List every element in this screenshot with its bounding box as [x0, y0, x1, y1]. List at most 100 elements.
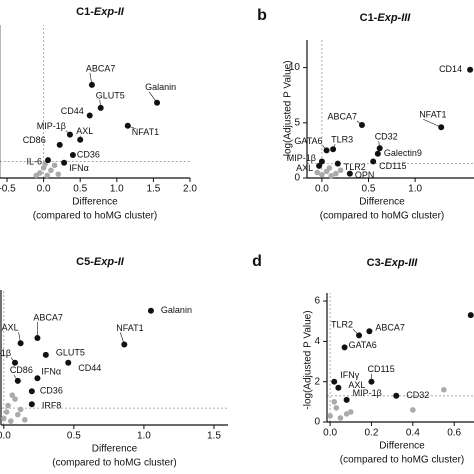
point-label: AXL [2, 323, 19, 333]
panel: C1-Exp-II -0.5 0.0 0.5 1.0 1.5 2.0 Difference (c… [0, 6, 197, 222]
background-point [441, 386, 447, 393]
x-tick-label: 0.0 [323, 428, 337, 439]
x-axis-label: (compared to hoMG cluster) [52, 458, 177, 469]
leader-line [13, 374, 19, 382]
panel-title: C1-Exp-II [76, 6, 125, 18]
x-tick-label: 1.0 [408, 184, 422, 195]
point-label: Galanin [161, 305, 192, 315]
leader-line [148, 91, 158, 103]
background-point [44, 172, 51, 179]
y-tick-label: 6 [314, 296, 320, 307]
point [318, 158, 325, 165]
leader-line [120, 332, 125, 345]
point [467, 312, 474, 319]
panel-title: C5-Exp-II [76, 256, 125, 268]
point [334, 160, 341, 167]
point-label: IFNα [41, 367, 61, 377]
leader-line [352, 329, 360, 336]
point-label: CD44 [78, 363, 101, 373]
leader-line [99, 99, 102, 108]
point-label: AXL [76, 126, 93, 136]
point [28, 388, 35, 395]
background-point [319, 171, 325, 178]
x-tick-label: 0.0 [315, 184, 329, 195]
x-tick-label: 0.5 [362, 184, 376, 195]
point [343, 396, 350, 403]
point-label: MIP-1β [287, 153, 316, 163]
leader-line [322, 145, 327, 151]
x-tick-label: 2.0 [183, 184, 197, 195]
leader-line [356, 120, 363, 126]
y-tick-label: 0 [314, 417, 320, 428]
point-label: CD14 [439, 64, 462, 74]
x-tick-label: 0.0 [37, 184, 51, 195]
background-point [15, 411, 21, 418]
background-point [410, 407, 416, 413]
leader-line [378, 141, 380, 149]
point-label: CD115 [367, 364, 394, 374]
x-tick-label: -0.5 [0, 184, 16, 195]
point-label: AXL [348, 380, 365, 390]
point-label: Galectin9 [384, 148, 422, 158]
point [69, 152, 76, 159]
background-point [333, 170, 339, 177]
x-axis-label: (compared to hoMG cluster) [340, 455, 465, 466]
point-label: CD115 [379, 161, 406, 171]
point-label: ABCA7 [375, 323, 405, 333]
title-italic: Exp-II [94, 256, 125, 268]
y-axis-label: -log(Adjusted P Value) [283, 60, 294, 159]
x-tick-label: 0.4 [406, 428, 420, 439]
x-axis-label: (compared to hoMG cluster) [320, 211, 445, 222]
point-label: MIP-1β [0, 348, 11, 358]
point-label: CD36 [77, 149, 100, 159]
background-point [55, 171, 62, 177]
x-tick-label: 0.6 [447, 428, 461, 439]
x-tick-label: 1.0 [137, 431, 151, 442]
x-axis-label: Difference [72, 197, 118, 208]
panel-letter: b [257, 7, 267, 24]
x-tick-label: 1.5 [146, 184, 160, 195]
point-label: GATA6 [294, 136, 322, 146]
title-main: C5- [76, 256, 94, 268]
point-label: TLR2 [331, 320, 353, 330]
panel: C3-Exp-III d -log(Adjusted P Value) 0.0 0.2 0… [252, 253, 474, 466]
point-label: NFAT1 [116, 323, 143, 333]
point-label: MIP-1β [37, 121, 66, 131]
leader-line [89, 72, 93, 85]
point [346, 170, 353, 177]
background-point [326, 165, 333, 171]
point [393, 392, 400, 399]
background-point [9, 392, 16, 398]
point [331, 378, 338, 385]
panel-title: C1-Exp-III [360, 12, 412, 24]
y-axis-label: -log(Adjusted P Value) [303, 310, 314, 409]
point-label: CD36 [40, 386, 63, 396]
background-point [1, 415, 7, 422]
background-point [48, 167, 54, 174]
point-label: GLUT5 [56, 347, 85, 357]
title-main: C3- [367, 257, 385, 269]
point [370, 158, 377, 165]
point-label: NFAT1 [419, 110, 446, 120]
point-label: CD86 [10, 365, 33, 375]
point [316, 162, 323, 169]
y-tick-label: 5 [294, 117, 300, 128]
background-point [3, 409, 10, 415]
title-main: C1- [76, 6, 94, 18]
x-tick-label: 0.2 [365, 428, 379, 439]
background-point [51, 162, 58, 169]
title-italic: Exp-III [377, 12, 411, 24]
point-label: CD32 [375, 132, 398, 142]
title-main: C1- [360, 12, 378, 24]
point-label: GLUT5 [96, 90, 125, 100]
background-point [328, 172, 335, 179]
point [147, 307, 154, 314]
point [42, 351, 49, 358]
leader-line [423, 118, 442, 128]
x-tick-label: 0.5 [73, 184, 87, 195]
background-point [33, 172, 40, 179]
x-tick-label: 0.5 [67, 431, 81, 442]
y-tick-label: 0 [294, 173, 300, 184]
x-tick-label: 1.0 [110, 184, 124, 195]
point-label: CD86 [23, 135, 46, 145]
